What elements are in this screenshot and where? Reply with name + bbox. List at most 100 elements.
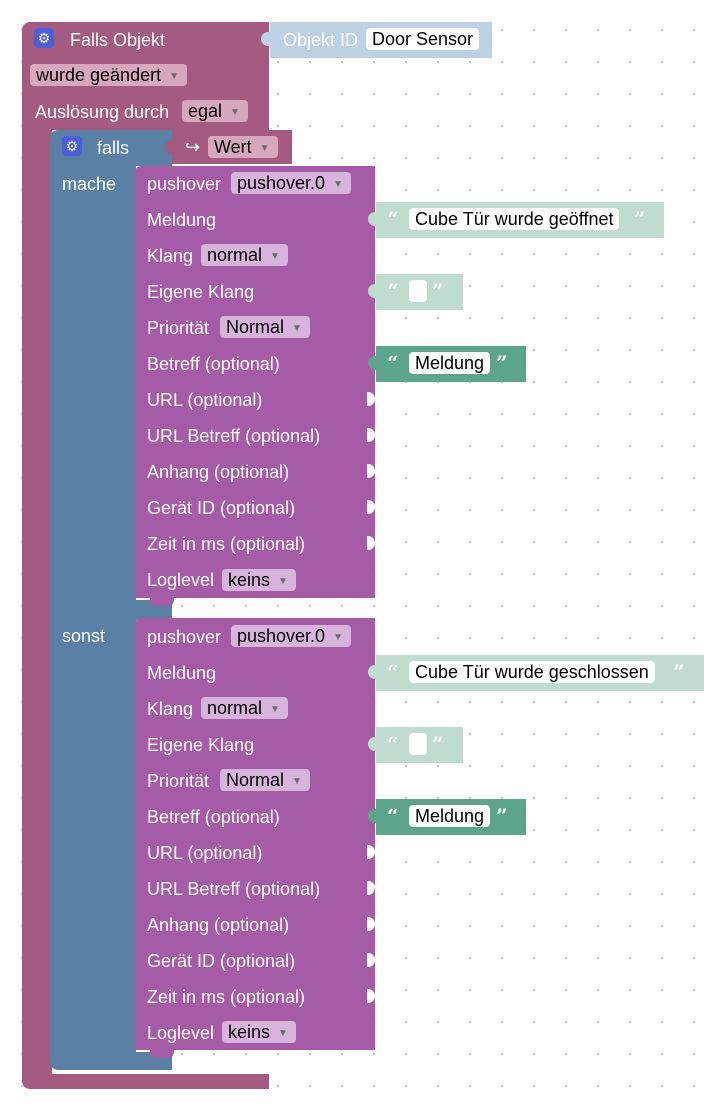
priority-dropdown[interactable]: Normal ▼ [220, 769, 310, 791]
message-text-value: Cube Tür wurde geöffnet [415, 209, 614, 229]
time-socket[interactable] [367, 536, 375, 550]
trigger-by-label: Auslösung durch [35, 102, 170, 122]
object-id-value: Door Sensor [372, 29, 474, 49]
device-label: Gerät ID (optional) [147, 498, 296, 518]
object-id-field[interactable]: Door Sensor [366, 28, 480, 50]
dropdown-arrow-icon: ▼ [292, 776, 302, 787]
attachment-label: Anhang (optional) [147, 462, 290, 482]
pushover-else-tab [150, 1048, 174, 1058]
subject-label: Betreff (optional) [147, 807, 280, 827]
trigger-block-top [22, 22, 269, 58]
open-quote-icon: “ [387, 732, 399, 756]
change-mode-value: wurde geändert [36, 65, 162, 85]
sound-dropdown[interactable]: normal ▼ [201, 697, 288, 719]
trigger-title: Falls Objekt [70, 30, 166, 50]
condition-dropdown[interactable]: Wert ▼ [208, 136, 278, 158]
subject-label: Betreff (optional) [147, 354, 280, 374]
change-mode-dropdown[interactable]: wurde geändert ▼ [30, 64, 187, 86]
pushover-then-tab [150, 596, 174, 606]
priority-value: Normal [226, 317, 285, 337]
sound-value: normal [207, 698, 263, 718]
open-quote-icon: “ [387, 804, 399, 828]
priority-value: Normal [226, 770, 285, 790]
pushover-else-body [135, 618, 375, 1050]
message-text-field[interactable]: Cube Tür wurde geschlossen [409, 661, 655, 683]
priority-dropdown[interactable]: Normal ▼ [220, 316, 310, 338]
close-quote-icon: ” [634, 207, 646, 231]
dropdown-arrow-icon: ▼ [333, 632, 343, 643]
if-block-bottom [50, 1052, 172, 1070]
subject-variable-plug [368, 809, 377, 823]
url-socket[interactable] [367, 845, 375, 859]
trigger-by-dropdown[interactable]: egal ▼ [182, 100, 248, 122]
if-block-do-bottom [50, 600, 172, 620]
close-quote-icon: ” [496, 351, 508, 375]
pushover-instance-value: pushover.0 [237, 173, 326, 193]
dropdown-arrow-icon: ▼ [270, 704, 280, 715]
gear-icon[interactable]: ⚙ [62, 136, 82, 156]
gear-icon[interactable]: ⚙ [34, 28, 54, 48]
sound-dropdown[interactable]: normal ▼ [201, 244, 288, 266]
sound-label: Klang [147, 246, 194, 266]
custom-sound-text-field[interactable] [409, 280, 427, 302]
dropdown-arrow-icon: ▼ [278, 576, 288, 587]
dropdown-arrow-icon: ▼ [169, 71, 179, 82]
close-quote-icon: ” [496, 804, 508, 828]
dropdown-arrow-icon: ▼ [230, 107, 240, 118]
loglevel-label: Loglevel [147, 1023, 215, 1043]
url-title-socket[interactable] [367, 881, 375, 895]
message-text-field[interactable]: Cube Tür wurde geöffnet [409, 208, 620, 230]
dropdown-arrow-icon: ▼ [333, 179, 343, 190]
attachment-socket[interactable] [367, 464, 375, 478]
open-quote-icon: “ [387, 279, 399, 303]
attachment-socket[interactable] [367, 917, 375, 931]
dropdown-arrow-icon: ▼ [278, 1028, 288, 1039]
do-label: mache [62, 174, 117, 194]
return-arrow-icon: ↪ [185, 137, 201, 157]
url-label: URL (optional) [147, 390, 263, 410]
loglevel-value: keins [228, 1022, 271, 1042]
trigger-block-bottom [22, 1074, 269, 1089]
message-text-plug [368, 212, 377, 226]
condition-value: Wert [214, 137, 252, 157]
custom-sound-text-plug [368, 284, 377, 298]
loglevel-dropdown[interactable]: keins ▼ [222, 569, 296, 591]
pushover-instance-dropdown[interactable]: pushover.0 ▼ [231, 625, 351, 647]
open-quote-icon: “ [387, 660, 399, 684]
url-title-label: URL Betreff (optional) [147, 426, 321, 446]
custom-sound-label: Eigene Klang [147, 735, 255, 755]
subject-text-field[interactable]: Meldung [409, 805, 491, 827]
pushover-header-label: pushover [147, 627, 222, 647]
time-label: Zeit in ms (optional) [147, 987, 306, 1007]
pushover-header-label: pushover [147, 174, 222, 194]
sound-value: normal [207, 245, 263, 265]
time-label: Zeit in ms (optional) [147, 534, 306, 554]
pushover-instance-dropdown[interactable]: pushover.0 ▼ [231, 172, 351, 194]
trigger-block-left-arm [22, 130, 52, 1076]
priority-label: Priorität [147, 771, 210, 791]
dropdown-arrow-icon: ▼ [270, 251, 280, 262]
device-socket[interactable] [367, 953, 375, 967]
open-quote-icon: “ [387, 207, 399, 231]
subject-text-value: Meldung [415, 806, 485, 826]
url-label: URL (optional) [147, 843, 263, 863]
message-text-value: Cube Tür wurde geschlossen [415, 662, 649, 682]
if-condition-socket [165, 140, 174, 154]
object-id-label: Objekt ID [283, 30, 359, 50]
if-label: falls [97, 138, 130, 158]
time-socket[interactable] [367, 989, 375, 1003]
custom-sound-text-field[interactable] [409, 733, 427, 755]
else-label: sonst [62, 626, 106, 646]
url-socket[interactable] [367, 392, 375, 406]
subject-text-value: Meldung [415, 353, 485, 373]
loglevel-value: keins [228, 570, 271, 590]
custom-sound-text-plug [368, 737, 377, 751]
device-socket[interactable] [367, 500, 375, 514]
url-title-socket[interactable] [367, 428, 375, 442]
attachment-label: Anhang (optional) [147, 915, 290, 935]
message-text-plug [368, 665, 377, 679]
subject-text-field[interactable]: Meldung [409, 352, 491, 374]
loglevel-dropdown[interactable]: keins ▼ [222, 1021, 296, 1043]
close-quote-icon: ” [432, 279, 444, 303]
trigger-by-value: egal [188, 101, 223, 121]
